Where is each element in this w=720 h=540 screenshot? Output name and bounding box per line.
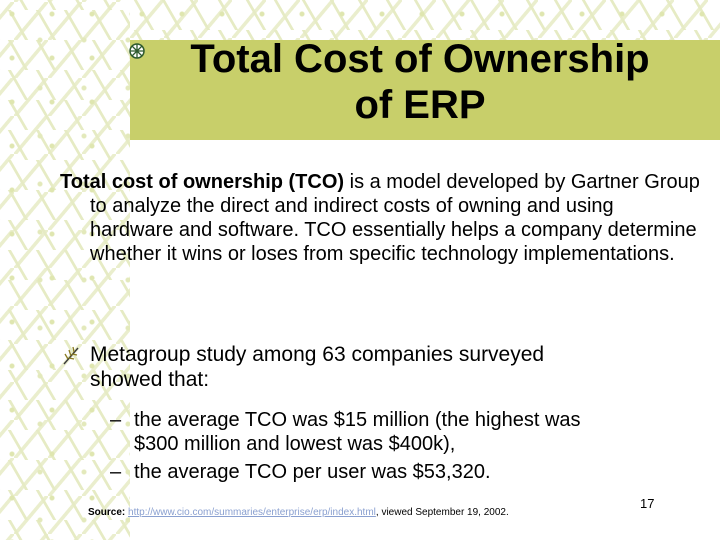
decorative-pattern-left (0, 0, 130, 540)
sub1-line-1: the average TCO was $15 million (the hig… (134, 409, 581, 431)
flower-bullet-icon (129, 43, 145, 59)
page-title: Total Cost of Ownership of ERP (150, 36, 690, 128)
intro-term: Total cost of ownership (TCO) (60, 171, 345, 193)
bullet-text-line-2: showed that: (90, 368, 210, 391)
page-number: 17 (640, 496, 655, 511)
sub-list-item: – the average TCO was $15 million (the h… (110, 408, 694, 456)
source-citation: Source: http://www.cio.com/summaries/ent… (88, 506, 608, 520)
decorative-pattern-top (130, 0, 720, 40)
intro-paragraph: Total cost of ownership (TCO) is a model… (60, 170, 700, 266)
sub-list-item: – the average TCO per user was $53,320. (110, 460, 694, 484)
bullet-text-line-1: Metagroup study among 63 companies surve… (90, 343, 545, 366)
source-label: Source: (88, 507, 126, 518)
source-link[interactable]: http://www.cio.com/summaries/enterprise/… (128, 507, 376, 518)
title-band (130, 40, 720, 140)
dash-marker: – (110, 461, 122, 483)
sub2-text: the average TCO per user was $53,320. (134, 461, 491, 483)
sprig-bullet-icon (63, 346, 79, 365)
intro-text: is a model developed by Gartner Group to… (90, 171, 700, 265)
title-line-1: Total Cost of Ownership (190, 37, 650, 81)
source-viewed-date: , viewed September 19, 2002. (375, 507, 509, 518)
sub1-line-2: $300 million and lowest was $400k), (134, 433, 456, 455)
list-item: Metagroup study among 63 companies surve… (60, 342, 690, 392)
title-line-2: of ERP (354, 83, 486, 127)
dash-marker: – (110, 409, 122, 431)
